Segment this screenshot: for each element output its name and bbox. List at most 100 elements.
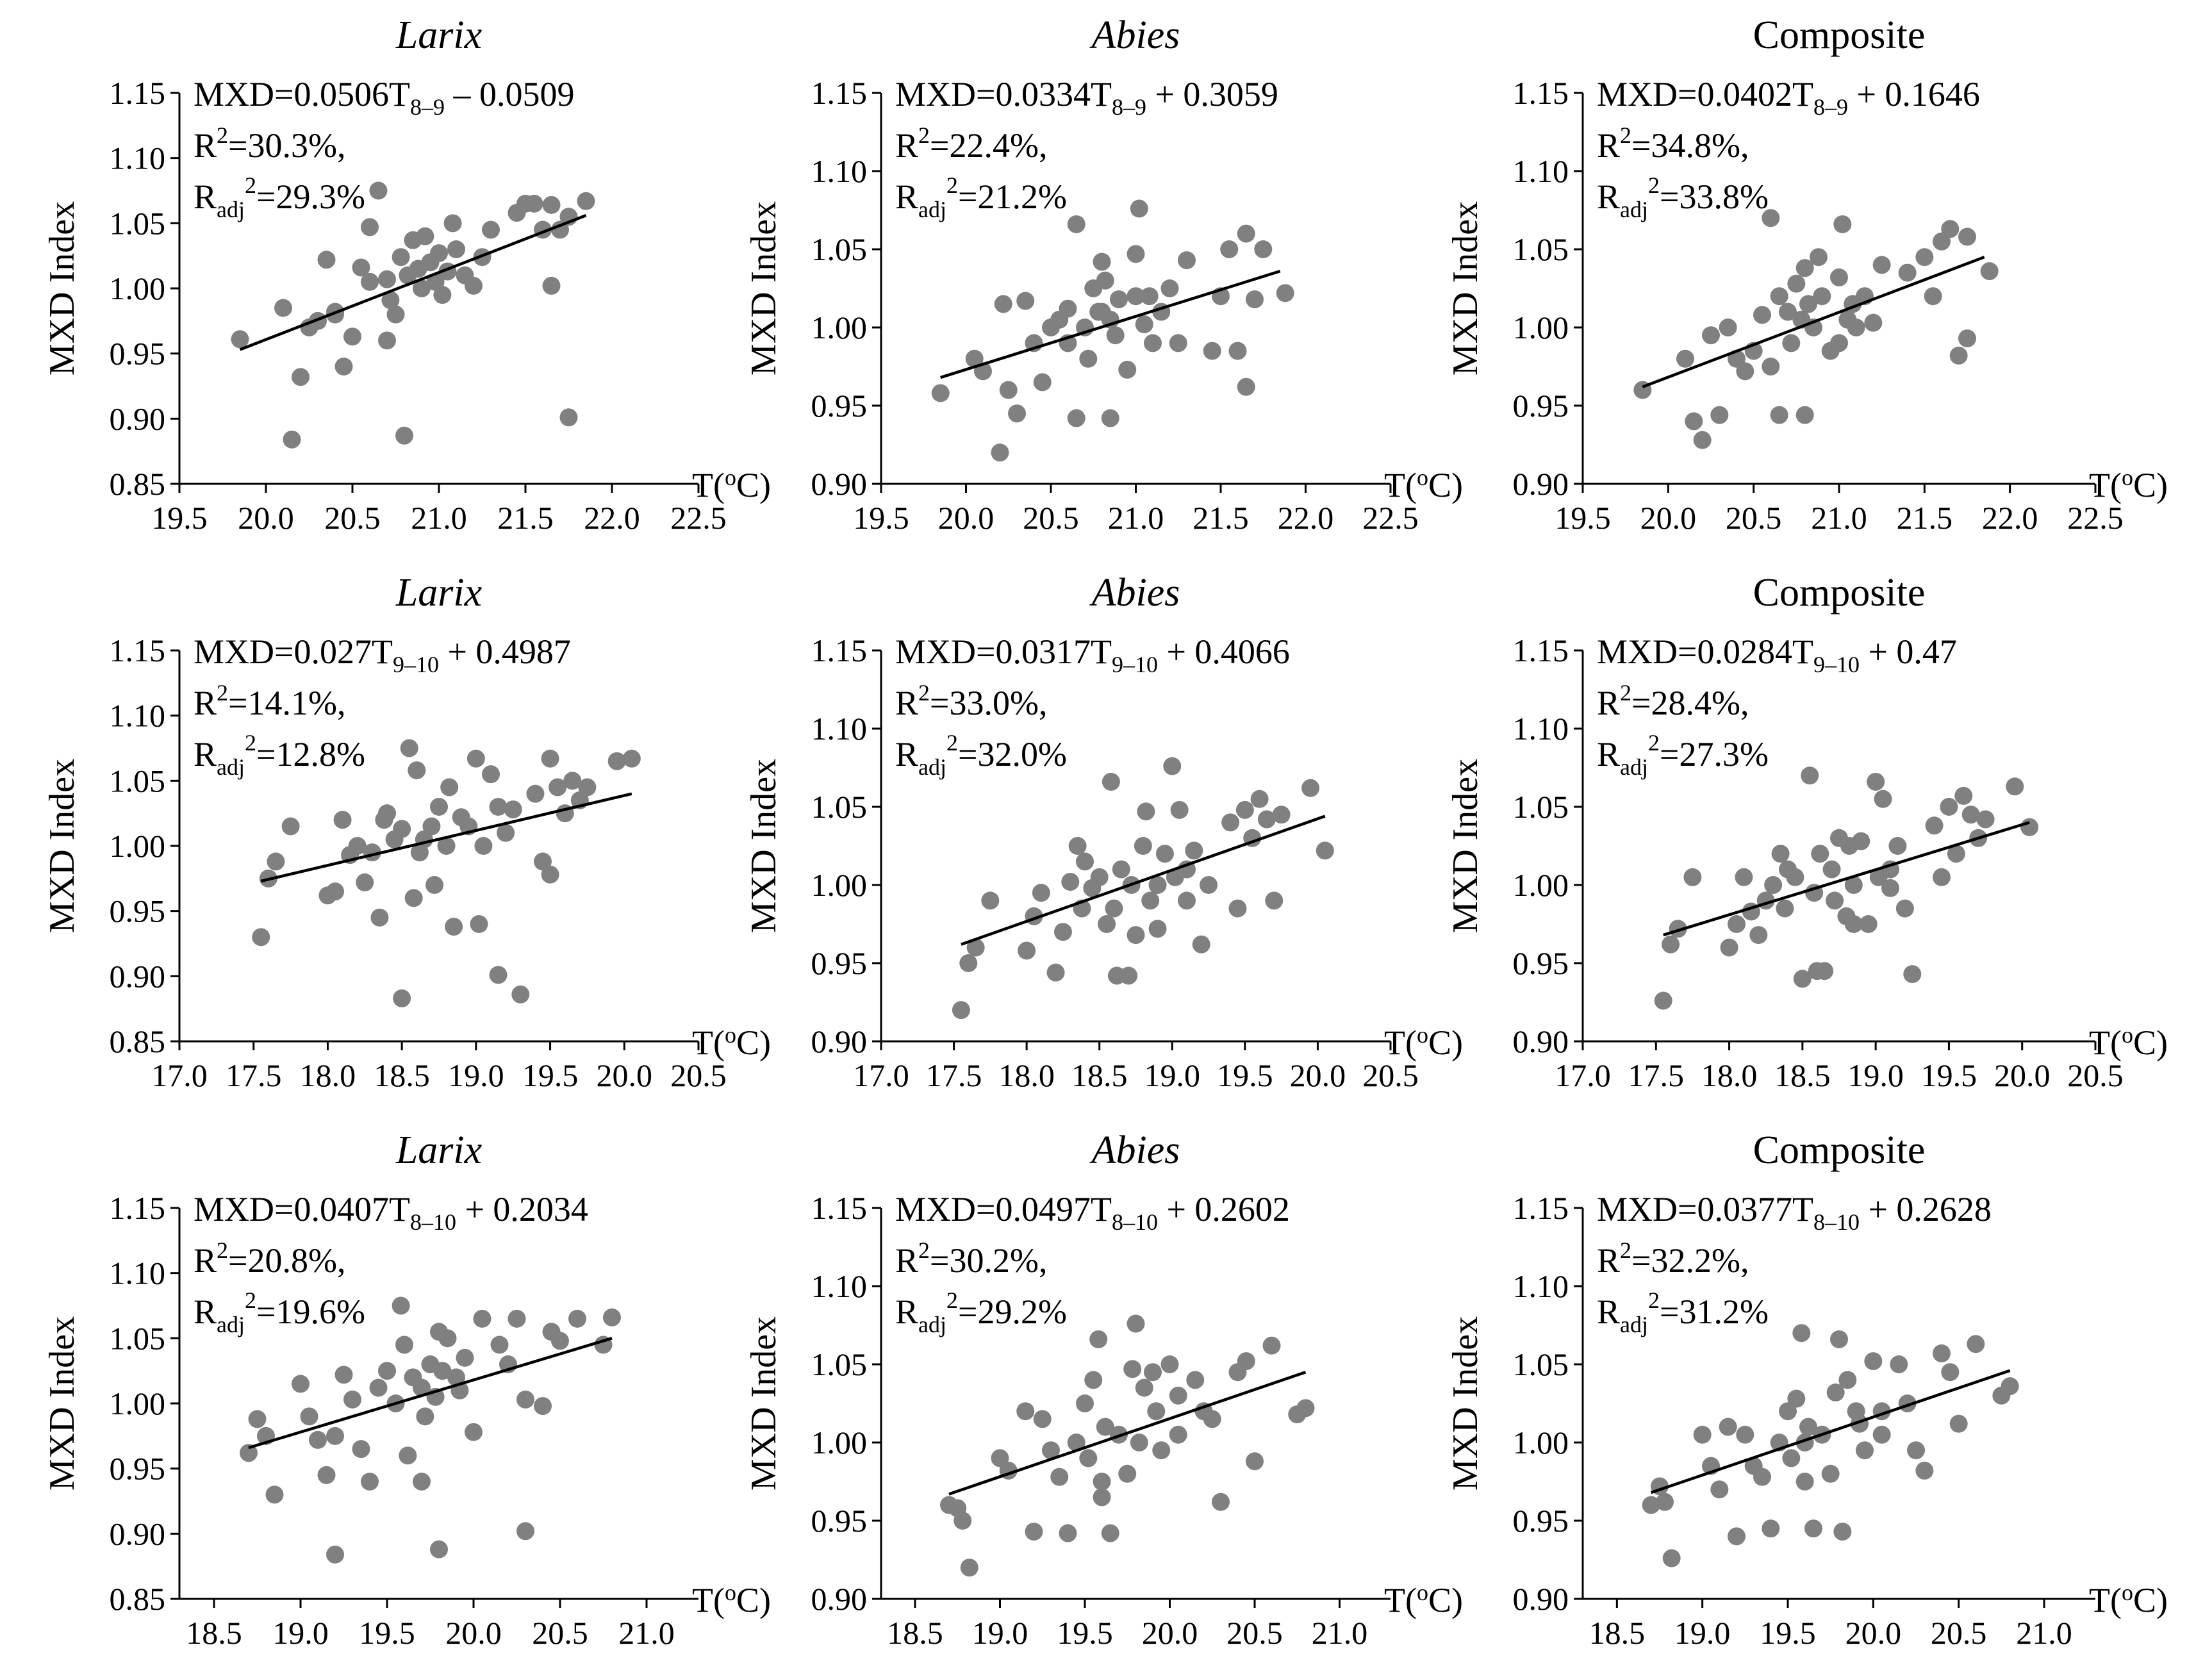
x-tick-label: 20.0 [1290, 1057, 1346, 1093]
data-point [559, 408, 578, 427]
data-point [437, 837, 456, 855]
adj-r-value: =12.8% [256, 735, 365, 773]
r-squared-value: =34.8%, [1631, 126, 1749, 165]
data-point [248, 1410, 267, 1428]
y-tick-label: 1.15 [110, 75, 166, 111]
y-tick-label: 1.15 [110, 1190, 166, 1226]
x-tick-label: 22.0 [584, 500, 640, 536]
regression-line [961, 814, 1326, 946]
data-point [1178, 891, 1196, 910]
adj-r-subscript: adj [1620, 197, 1648, 222]
data-point [1980, 262, 1999, 281]
x-tick-label: 17.0 [853, 1057, 909, 1093]
data-point [1770, 406, 1788, 424]
data-point [470, 915, 488, 933]
data-point [443, 214, 462, 233]
data-point [1106, 326, 1125, 345]
data-point [1881, 879, 1899, 897]
data-point [1059, 299, 1077, 318]
data-point [1135, 315, 1153, 334]
data-point [1067, 409, 1085, 427]
data-point [1821, 1464, 1840, 1483]
x-tick-label: 19.0 [272, 1615, 329, 1651]
adj-r-symbol: R [1597, 1293, 1620, 1331]
data-point [1096, 271, 1114, 290]
y-tick-label: 1.15 [1513, 632, 1569, 668]
data-point [549, 778, 567, 797]
x-axis-label-sup: o [1417, 1580, 1428, 1605]
regression-line [248, 1337, 613, 1450]
data-point [274, 299, 292, 317]
data-point [231, 330, 249, 349]
data-point [1025, 1523, 1043, 1541]
data-point [1826, 1383, 1845, 1401]
panel-title: Composite [1753, 1128, 1926, 1172]
data-point [1237, 1352, 1255, 1371]
x-tick-label: 19.5 [1555, 500, 1611, 536]
adjusted-r-squared: Radj2=29.3% [194, 172, 365, 222]
data-point [1119, 966, 1138, 985]
equation-intercept: + 0.2628 [1860, 1190, 1992, 1228]
r-squared-power: 2 [217, 680, 228, 706]
data-point [1135, 1378, 1153, 1397]
data-point [1301, 779, 1320, 797]
x-tick-label: 21.0 [1312, 1615, 1368, 1651]
data-point [497, 823, 515, 842]
data-point [1813, 287, 1831, 306]
equation-main: MXD=0.0497T [895, 1190, 1112, 1228]
data-point [1163, 757, 1182, 775]
x-axis-label: T(oC) [692, 1022, 771, 1062]
x-axis-label-post: C) [2133, 1581, 2168, 1619]
data-point [1160, 1355, 1179, 1373]
adjusted-r-squared: Radj2=31.2% [1597, 1287, 1769, 1337]
y-tick-label: 1.10 [811, 1268, 868, 1304]
data-point [1662, 935, 1680, 954]
adj-r-power: 2 [1648, 730, 1660, 756]
data-point [1118, 360, 1137, 379]
data-point [960, 1558, 978, 1577]
y-tick-label: 0.95 [1513, 945, 1569, 981]
r-squared: R2=30.3%, [194, 122, 345, 165]
data-point [1130, 1434, 1148, 1451]
equation-intercept: + 0.4987 [439, 632, 571, 671]
panel-9: 0.90 0.95 1.00 1.05 1.10 1.15 18.5 19.0 19.5 20.0… [1446, 1128, 2168, 1651]
data-point [1079, 349, 1098, 368]
x-tick-label: 20.5 [670, 1057, 727, 1093]
y-tick-label: 1.00 [1513, 310, 1569, 345]
x-tick-label: 18.5 [374, 1057, 430, 1093]
data-point [1787, 274, 1806, 293]
x-tick-label: 22.5 [2067, 500, 2124, 536]
x-tick-label: 21.0 [1811, 500, 1867, 536]
data-point [1169, 334, 1187, 352]
data-point [2006, 777, 2024, 796]
data-point [603, 1308, 621, 1327]
data-point [1719, 318, 1737, 336]
y-tick-label: 1.15 [1513, 1190, 1569, 1226]
data-point [1144, 1363, 1162, 1382]
data-point [1859, 915, 1878, 933]
data-point [1200, 876, 1218, 894]
regression-line [1663, 821, 2030, 937]
y-tick-label: 1.05 [1513, 789, 1569, 825]
data-point [1890, 1355, 1908, 1373]
data-point [1160, 279, 1179, 297]
y-tick-label: 0.95 [1513, 388, 1569, 424]
data-point [1084, 1371, 1103, 1389]
data-point [1933, 868, 1951, 886]
equation-main: MXD=0.0402T [1597, 75, 1813, 113]
data-point [1237, 224, 1255, 243]
x-axis-label-pre: T( [1384, 1023, 1417, 1062]
x-axis-label: T(oC) [2089, 1580, 2168, 1619]
x-axis-label-post: C) [736, 466, 771, 504]
data-point [1782, 334, 1801, 352]
panel-title: Larix [395, 1128, 483, 1172]
data-point [326, 882, 344, 901]
data-point [378, 1362, 396, 1380]
adj-r-symbol: R [1597, 178, 1620, 216]
y-tick-label: 1.15 [110, 632, 166, 668]
x-axis-label: T(oC) [1384, 465, 1463, 504]
x-tick-label: 20.0 [1994, 1057, 2051, 1093]
x-axis-label-sup: o [725, 1580, 736, 1605]
data-point [607, 752, 626, 770]
y-tick-label: 0.95 [110, 336, 166, 372]
